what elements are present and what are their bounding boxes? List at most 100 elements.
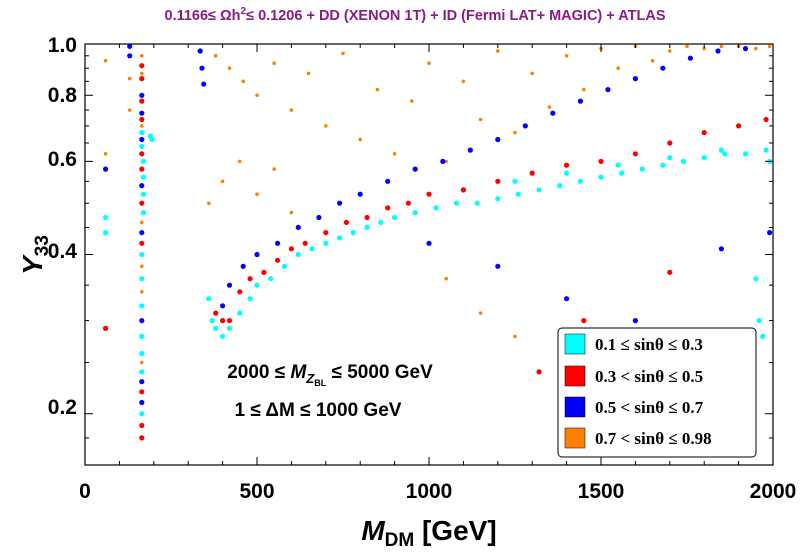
data-point — [598, 174, 604, 180]
data-point — [140, 124, 144, 128]
data-point — [139, 98, 145, 104]
data-point — [474, 200, 480, 206]
data-point — [207, 201, 211, 205]
y-axis-label: Y33 — [17, 235, 53, 275]
data-point — [513, 334, 517, 339]
data-point — [139, 143, 145, 150]
data-point — [139, 92, 145, 98]
data-point — [140, 158, 147, 164]
data-point — [255, 192, 259, 196]
legend-item: 0.1 ≤ sinθ ≤ 0.3 — [564, 333, 703, 355]
data-point — [668, 49, 672, 53]
data-point — [227, 66, 232, 70]
data-point — [582, 87, 586, 92]
data-point — [392, 152, 397, 156]
data-point — [139, 333, 145, 339]
data-point — [103, 325, 109, 331]
data-point — [220, 303, 226, 309]
data-point — [522, 123, 528, 129]
y-tick-label: 0.2 — [48, 396, 77, 419]
data-point — [139, 151, 145, 157]
data-point — [139, 116, 145, 123]
data-point — [550, 110, 556, 116]
data-point — [139, 63, 145, 69]
data-point — [139, 166, 145, 172]
data-point — [754, 46, 758, 51]
legend-swatch-red — [564, 365, 586, 387]
legend-box — [557, 327, 757, 458]
data-point — [753, 276, 759, 282]
data-point — [337, 200, 343, 206]
data-point — [226, 325, 233, 331]
data-point — [139, 422, 145, 429]
data-point — [149, 136, 155, 143]
data-point — [237, 310, 243, 316]
legend-label: 0.3 < sinθ ≤ 0.5 — [595, 367, 703, 386]
data-point — [495, 196, 501, 202]
series-3 — [103, 44, 772, 365]
data-point — [197, 48, 203, 54]
data-point — [427, 61, 431, 65]
data-point — [247, 296, 253, 302]
data-point — [405, 200, 411, 206]
data-point — [309, 246, 315, 252]
data-point — [139, 183, 145, 189]
data-point — [364, 214, 370, 221]
data-point — [237, 289, 243, 295]
data-point — [495, 263, 501, 269]
chart-title: 0.1166≤ Ωh2≤ 0.1206 + DD (XENON 1T) + ID… — [165, 6, 666, 24]
data-point — [139, 435, 145, 441]
data-point — [103, 58, 108, 63]
data-point — [650, 58, 655, 63]
data-point — [288, 246, 294, 252]
data-point — [220, 318, 226, 324]
data-point — [255, 93, 259, 98]
data-point — [350, 230, 356, 236]
data-point — [385, 205, 391, 211]
data-point — [140, 71, 144, 76]
data-point — [615, 162, 621, 168]
data-point — [536, 187, 542, 193]
data-point — [302, 240, 308, 246]
data-point — [530, 71, 534, 76]
data-point — [254, 251, 260, 258]
data-point — [564, 54, 569, 58]
legend-item: 0.3 < sinθ ≤ 0.5 — [564, 365, 703, 387]
data-point — [201, 81, 207, 87]
data-point — [461, 79, 466, 84]
data-point — [767, 230, 773, 236]
data-point — [378, 219, 384, 225]
points-layer — [103, 43, 773, 441]
data-point — [702, 46, 706, 51]
legend-item: 0.7 < sinθ ≤ 0.98 — [564, 427, 712, 449]
data-point — [281, 263, 288, 269]
data-point — [512, 178, 518, 184]
legend-label: 0.1 ≤ sinθ ≤ 0.3 — [595, 335, 703, 354]
legend-label: 0.7 < sinθ ≤ 0.98 — [595, 429, 712, 448]
ticks-layer — [84, 43, 774, 466]
data-point — [581, 318, 587, 324]
x-axis-label: MDM [GeV] — [361, 515, 496, 548]
data-point — [241, 79, 245, 84]
data-point — [140, 290, 144, 294]
series-2 — [103, 43, 773, 406]
data-point — [660, 162, 666, 168]
data-point — [763, 147, 769, 153]
data-point — [467, 147, 473, 153]
data-point — [127, 76, 132, 81]
data-point — [357, 191, 363, 197]
data-point — [323, 240, 329, 246]
data-point — [139, 136, 145, 143]
data-point — [289, 108, 294, 112]
data-point — [127, 53, 133, 59]
x-tick-label: 500 — [239, 480, 274, 503]
data-point — [616, 66, 620, 70]
data-point — [667, 155, 673, 161]
data-point — [139, 251, 145, 258]
annotation-zbl-mass: 2000 ≤ MZBL ≤ 5000 GeV — [227, 362, 433, 388]
data-point — [412, 210, 418, 216]
data-point — [139, 230, 145, 236]
data-point — [295, 224, 301, 230]
data-point — [687, 55, 694, 61]
